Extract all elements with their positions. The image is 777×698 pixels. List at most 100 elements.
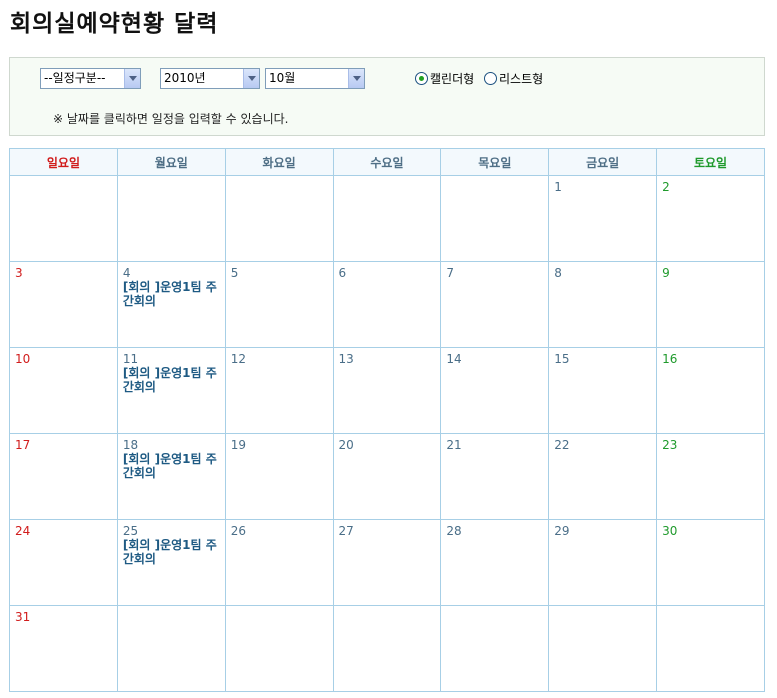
calendar-day-cell[interactable] [116,605,226,692]
weekday-header-friday: 금요일 [548,148,658,176]
calendar-day-cell[interactable]: 17 [9,433,118,520]
calendar-day-cell[interactable]: 27 [332,519,442,606]
day-number: 14 [446,352,462,366]
calendar-day-cell[interactable]: 15 [548,347,658,434]
calendar-day-cell[interactable] [656,605,765,692]
category-select[interactable]: --일정구분-- [40,68,141,89]
day-number: 7 [446,266,455,280]
calendar-event-link[interactable]: [회의 ]운영1팀 주간회의 [122,452,217,480]
view-list-label[interactable]: 리스트형 [499,72,544,86]
day-number: 10 [15,352,31,366]
calendar-day-cell[interactable] [440,605,550,692]
calendar-week-row: 10 11 [회의 ]운영1팀 주간회의 12 13 14 15 16 [9,347,765,434]
calendar-day-cell[interactable]: 26 [224,519,334,606]
calendar-day-cell[interactable]: 24 [9,519,118,606]
calendar-event-link[interactable]: [회의 ]운영1팀 주간회의 [122,538,217,566]
day-number: 2 [662,180,670,194]
calendar-day-cell[interactable] [116,175,226,262]
month-select-value: 10월 [269,71,296,85]
calendar-day-cell[interactable]: 21 [440,433,550,520]
calendar-day-cell[interactable]: 7 [440,261,550,348]
day-number: 27 [338,524,354,538]
chevron-down-icon[interactable] [243,69,259,88]
day-number: 29 [554,524,570,538]
day-number: 13 [338,352,354,366]
calendar-day-cell[interactable] [332,175,442,262]
calendar-event-link[interactable]: [회의 ]운영1팀 주간회의 [122,366,217,394]
weekday-header-thursday: 목요일 [440,148,550,176]
calendar-day-cell[interactable]: 10 [9,347,118,434]
calendar-day-cell[interactable]: 11 [회의 ]운영1팀 주간회의 [116,347,226,434]
weekday-header-tuesday: 화요일 [224,148,334,176]
view-calendar-radio[interactable] [415,72,428,85]
view-calendar-label[interactable]: 캘린더형 [430,72,475,86]
calendar-week-row: 3 4 [회의 ]운영1팀 주간회의 5 6 7 8 9 [9,261,765,348]
day-number: 4 [122,266,131,280]
calendar-day-cell[interactable]: 18 [회의 ]운영1팀 주간회의 [116,433,226,520]
calendar-day-cell[interactable] [332,605,442,692]
day-number: 21 [446,438,462,452]
weekday-header-wednesday: 수요일 [332,148,442,176]
calendar-day-cell[interactable]: 4 [회의 ]운영1팀 주간회의 [116,261,226,348]
weekday-header-monday: 월요일 [116,148,226,176]
day-number: 22 [554,438,570,452]
calendar-day-cell[interactable]: 3 [9,261,118,348]
calendar-body: 1 2 3 4 [회의 ]운영1팀 주간회의 5 6 7 8 9 10 11 [회의 ]운영1팀 주간회… [9,175,765,692]
day-number: 31 [15,610,31,624]
calendar-day-cell[interactable] [224,605,334,692]
weekday-header-saturday: 토요일 [656,148,765,176]
day-number: 17 [15,438,31,452]
year-select[interactable]: 2010년 [160,68,260,89]
calendar-day-cell[interactable]: 31 [9,605,118,692]
calendar-day-cell[interactable]: 19 [224,433,334,520]
calendar-day-cell[interactable] [224,175,334,262]
day-number: 16 [662,352,678,366]
weekday-header-sunday: 일요일 [9,148,118,176]
calendar-day-cell[interactable]: 23 [656,433,765,520]
calendar-day-cell[interactable] [548,605,658,692]
day-number: 1 [554,180,562,194]
chevron-down-icon[interactable] [348,69,364,88]
day-number: 20 [338,438,354,452]
calendar-day-cell[interactable]: 5 [224,261,334,348]
month-select[interactable]: 10월 [265,68,365,89]
calendar-day-cell[interactable]: 6 [332,261,442,348]
chevron-down-icon[interactable] [124,69,140,88]
year-select-value: 2010년 [164,71,206,85]
day-number: 6 [338,266,347,280]
calendar-week-row: 31 [9,605,765,692]
calendar-day-cell[interactable]: 25 [회의 ]운영1팀 주간회의 [116,519,226,606]
calendar-day-cell[interactable]: 16 [656,347,765,434]
calendar-day-cell[interactable]: 28 [440,519,550,606]
day-number: 12 [230,352,246,366]
calendar-day-cell[interactable]: 8 [548,261,658,348]
filter-panel: --일정구분-- 2010년 10월 캘린더형 리스트형 ※ 날짜를 클릭하면 … [9,57,765,136]
calendar-day-cell[interactable]: 12 [224,347,334,434]
calendar-day-cell[interactable] [9,175,118,262]
calendar-day-cell[interactable]: 30 [656,519,765,606]
calendar-day-cell[interactable]: 20 [332,433,442,520]
day-number: 28 [446,524,462,538]
calendar-day-cell[interactable]: 1 [548,175,658,262]
day-number: 25 [122,524,139,538]
calendar-day-cell[interactable]: 2 [656,175,765,262]
calendar-day-cell[interactable]: 29 [548,519,658,606]
calendar-day-cell[interactable]: 22 [548,433,658,520]
calendar-notice: ※ 날짜를 클릭하면 일정을 입력할 수 있습니다. [53,112,289,126]
day-number: 30 [662,524,678,538]
calendar-day-cell[interactable] [440,175,550,262]
calendar-day-cell[interactable]: 9 [656,261,765,348]
calendar-week-row: 24 25 [회의 ]운영1팀 주간회의 26 27 28 29 30 [9,519,765,606]
view-list-radio[interactable] [484,72,497,85]
day-number: 9 [662,266,670,280]
day-number: 3 [15,266,23,280]
day-number: 11 [122,352,139,366]
day-number: 8 [554,266,562,280]
calendar-day-cell[interactable]: 14 [440,347,550,434]
calendar-day-cell[interactable]: 13 [332,347,442,434]
calendar-event-link[interactable]: [회의 ]운영1팀 주간회의 [122,280,217,308]
calendar-grid: 일요일 월요일 화요일 수요일 목요일 금요일 토요일 1 2 3 4 [회의 ]운영1… [9,148,765,692]
day-number: 5 [230,266,239,280]
day-number: 15 [554,352,570,366]
